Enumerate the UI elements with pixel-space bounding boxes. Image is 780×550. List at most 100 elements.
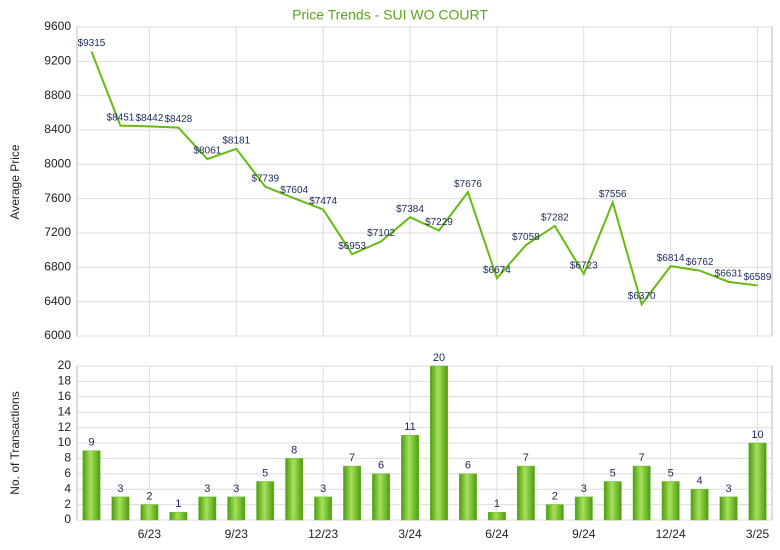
bar <box>748 442 767 521</box>
data-label: 8 <box>291 444 297 456</box>
y-tick-label: 8800 <box>44 88 71 102</box>
bar <box>487 512 506 521</box>
x-tick-label: 12/23 <box>308 527 338 541</box>
x-tick-label: 9/24 <box>572 527 596 541</box>
x-tick-label: 12/24 <box>656 527 686 541</box>
data-label: 3 <box>204 483 210 495</box>
data-label: $6589 <box>744 272 772 283</box>
data-label: 6 <box>465 460 471 472</box>
bar <box>516 465 535 521</box>
data-label: $6723 <box>570 261 598 272</box>
x-tick-label: 3/25 <box>746 527 770 541</box>
data-label: $7229 <box>425 217 453 228</box>
y-tick-label: 12 <box>58 420 72 434</box>
y-tick-label: 6800 <box>44 260 71 274</box>
data-label: $6814 <box>657 253 685 264</box>
y-tick-label: 4 <box>64 481 71 495</box>
data-label: $9315 <box>78 38 106 49</box>
data-label: $7739 <box>251 173 279 184</box>
y-tick-label: 7600 <box>44 191 71 205</box>
data-label: $7556 <box>599 189 627 200</box>
y-tick-label: 10 <box>58 435 72 449</box>
data-label: 1 <box>175 498 181 510</box>
data-label: $6762 <box>686 257 714 268</box>
data-label: $7474 <box>309 196 337 207</box>
price-line <box>90 51 758 307</box>
y-tick-label: 8 <box>64 451 71 465</box>
y-tick-label: 14 <box>58 404 72 418</box>
bar <box>603 481 622 521</box>
data-label: $6674 <box>483 265 511 276</box>
y-tick-label: 2 <box>64 497 71 511</box>
data-label: 4 <box>697 475 703 487</box>
x-tick-label: 6/24 <box>485 527 509 541</box>
y-tick-label: 9200 <box>44 54 71 68</box>
y-tick-label: 8000 <box>44 157 71 171</box>
data-label: 3 <box>233 483 239 495</box>
bar <box>227 496 246 521</box>
data-label: 2 <box>552 491 558 503</box>
y-tick-label: 6000 <box>44 328 71 342</box>
y-axis-label: Average Price <box>8 144 22 219</box>
data-label: 3 <box>320 483 326 495</box>
data-label: $7384 <box>396 204 424 215</box>
bar <box>198 496 217 521</box>
bar <box>690 488 709 521</box>
bar <box>459 473 477 521</box>
data-label: 11 <box>404 421 415 433</box>
y-tick-label: 16 <box>58 389 72 403</box>
y-tick-label: 9600 <box>44 19 71 33</box>
chart-title: Price Trends - SUI WO COURT <box>292 7 488 23</box>
plot-frame <box>76 26 773 337</box>
bar <box>372 473 390 521</box>
bar <box>256 481 275 521</box>
data-label: $7058 <box>512 232 540 243</box>
data-label: 3 <box>117 483 123 495</box>
data-label: 5 <box>610 467 616 479</box>
data-label: $6370 <box>628 291 656 302</box>
x-tick-label: 6/23 <box>138 527 162 541</box>
y-tick-label: 6400 <box>44 294 71 308</box>
bar <box>285 458 304 521</box>
data-label: 7 <box>639 452 645 464</box>
data-label: 7 <box>523 452 529 464</box>
y-tick-label: 6 <box>64 466 71 480</box>
bar <box>430 365 448 521</box>
data-label: 6 <box>378 460 384 472</box>
bar <box>169 512 188 521</box>
x-tick-label: 9/23 <box>225 527 249 541</box>
bar <box>719 496 738 521</box>
y-tick-label: 20 <box>58 358 72 372</box>
data-label: 7 <box>349 452 355 464</box>
bar <box>314 496 333 521</box>
data-label: $8442 <box>135 113 163 124</box>
bar <box>343 465 362 521</box>
data-label: 1 <box>494 498 500 510</box>
x-tick-label: 3/24 <box>398 527 422 541</box>
data-label: $7102 <box>367 228 395 239</box>
data-label: $8181 <box>222 135 250 146</box>
bar <box>401 435 419 521</box>
y-axis-label: No. of Transactions <box>8 391 22 494</box>
bar <box>140 504 159 521</box>
bar <box>82 450 101 521</box>
y-tick-label: 8400 <box>44 122 71 136</box>
bar <box>111 496 130 521</box>
y-tick-label: 7200 <box>44 225 71 239</box>
data-label: $8061 <box>193 146 221 157</box>
data-label: $6953 <box>338 241 366 252</box>
data-label: 9 <box>88 437 94 449</box>
data-label: 5 <box>668 467 674 479</box>
data-label: 2 <box>146 491 152 503</box>
data-label: $8451 <box>107 112 135 123</box>
data-label: 3 <box>581 483 587 495</box>
data-label: 5 <box>262 467 268 479</box>
data-label: 20 <box>433 352 445 364</box>
bar <box>574 496 593 521</box>
bar <box>661 481 680 521</box>
data-label: $7604 <box>280 185 308 196</box>
y-tick-label: 0 <box>64 512 71 526</box>
data-label: 3 <box>726 483 732 495</box>
data-label: 10 <box>751 429 763 441</box>
